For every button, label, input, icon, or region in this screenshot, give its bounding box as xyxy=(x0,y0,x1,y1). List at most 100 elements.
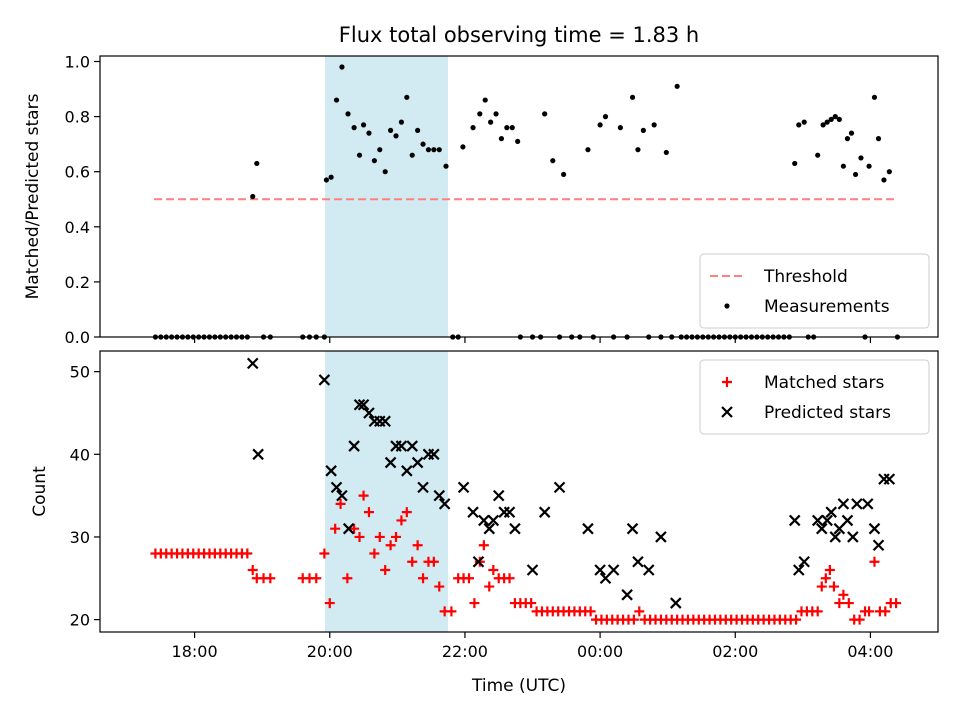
data-point xyxy=(585,606,596,617)
x-tick-label: 02:00 xyxy=(712,642,758,661)
data-point xyxy=(436,147,442,153)
legend-label: Threshold xyxy=(763,267,848,287)
data-point xyxy=(348,440,360,452)
data-point xyxy=(871,94,878,100)
data-point xyxy=(366,130,372,136)
shaded-interval xyxy=(325,56,449,337)
data-point xyxy=(457,481,470,494)
x-axis-label: Time (UTC) xyxy=(471,676,566,696)
legend-swatch xyxy=(722,377,732,387)
data-point xyxy=(363,507,374,518)
data-point xyxy=(793,564,805,576)
data-point xyxy=(387,127,394,133)
top-panel: 0.0 0.2 0.4 0.6 0.8 1.0 Matched/Predicted star… xyxy=(23,53,939,347)
data-point xyxy=(252,448,264,461)
data-point xyxy=(670,597,682,609)
data-point xyxy=(460,144,466,150)
data-point xyxy=(628,614,639,625)
y-tick-label: 20 xyxy=(70,611,90,630)
data-point xyxy=(409,152,415,158)
y-tick-label: 1.0 xyxy=(65,53,90,72)
data-point xyxy=(357,398,370,411)
legend-box xyxy=(699,359,930,435)
data-point xyxy=(847,531,859,543)
data-point xyxy=(336,489,348,502)
data-point xyxy=(651,122,657,128)
data-point xyxy=(482,97,488,103)
data-point xyxy=(330,523,341,534)
data-point xyxy=(866,163,872,169)
data-point xyxy=(254,160,260,167)
data-point xyxy=(526,564,539,576)
data-point xyxy=(342,573,353,584)
data-point xyxy=(371,158,377,164)
legend-label: Measurements xyxy=(764,297,890,317)
data-point xyxy=(640,127,646,133)
series-measurements xyxy=(152,64,901,340)
data-point xyxy=(415,127,421,133)
data-point xyxy=(828,581,839,592)
data-point xyxy=(395,440,408,452)
data-point xyxy=(597,122,603,128)
data-point xyxy=(861,498,874,510)
y-axis-label: Count xyxy=(30,466,50,517)
data-point xyxy=(791,614,802,625)
series-matched-stars xyxy=(150,490,902,625)
data-point xyxy=(621,589,633,601)
data-point xyxy=(469,598,480,609)
data-point xyxy=(788,514,801,527)
data-point xyxy=(594,564,606,576)
data-point xyxy=(843,598,854,609)
data-point xyxy=(406,440,419,452)
data-point xyxy=(323,177,329,183)
data-point xyxy=(553,481,566,494)
y-tick-label: 0.0 xyxy=(65,328,90,347)
y-tick-label: 0.4 xyxy=(65,218,90,237)
data-point xyxy=(411,456,424,469)
data-point xyxy=(663,149,669,156)
data-point xyxy=(349,523,360,534)
data-point xyxy=(815,522,828,535)
data-point xyxy=(829,531,842,543)
data-point xyxy=(796,122,802,128)
data-point xyxy=(825,506,838,518)
data-point xyxy=(629,94,636,100)
legend-swatch xyxy=(721,406,733,418)
data-point xyxy=(880,606,891,617)
data-point xyxy=(242,548,253,559)
data-point xyxy=(864,606,875,617)
y-tick-label: 50 xyxy=(70,363,90,382)
data-point xyxy=(396,515,407,526)
data-point xyxy=(351,125,357,131)
data-point xyxy=(875,136,882,142)
data-point xyxy=(463,573,474,584)
data-point xyxy=(488,119,494,125)
data-point xyxy=(335,498,346,509)
data-point xyxy=(824,119,830,125)
data-point xyxy=(561,171,567,178)
data-point xyxy=(550,158,556,164)
data-point xyxy=(792,160,798,167)
legend-box xyxy=(699,253,930,329)
axes-frame xyxy=(99,55,939,338)
data-point xyxy=(881,177,887,183)
data-point xyxy=(582,522,594,535)
data-point xyxy=(848,130,855,136)
data-point xyxy=(837,498,850,510)
data-point xyxy=(428,556,439,567)
data-point xyxy=(585,147,591,153)
data-point xyxy=(834,598,845,609)
data-point xyxy=(812,606,823,617)
x-tick-label: 00:00 xyxy=(577,642,623,661)
data-point xyxy=(542,111,548,117)
data-point xyxy=(836,116,842,122)
data-point xyxy=(635,147,641,153)
data-point xyxy=(844,136,851,142)
data-point xyxy=(493,111,499,117)
data-point xyxy=(821,514,833,527)
data-point xyxy=(820,573,831,584)
data-point xyxy=(869,556,880,567)
data-point xyxy=(828,116,834,122)
data-point xyxy=(607,564,620,576)
data-point xyxy=(433,489,446,502)
